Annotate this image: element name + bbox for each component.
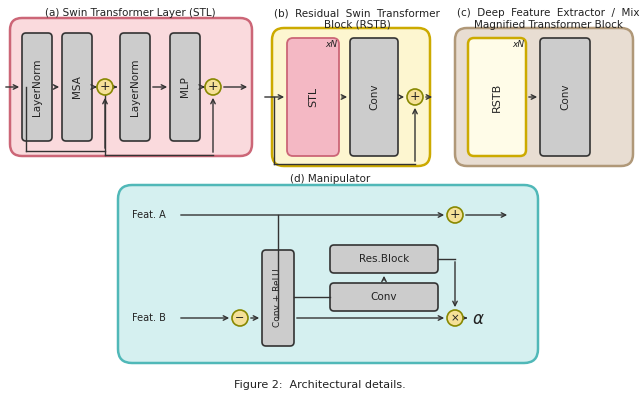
Text: Feat. A: Feat. A [132,210,166,220]
Text: Figure 2:  Architectural details.: Figure 2: Architectural details. [234,380,406,390]
FancyBboxPatch shape [22,33,52,141]
Text: Res.Block: Res.Block [359,254,409,264]
FancyBboxPatch shape [118,185,538,363]
FancyBboxPatch shape [262,250,294,346]
Text: Conv + ReLU: Conv + ReLU [273,269,282,327]
FancyBboxPatch shape [120,33,150,141]
Circle shape [205,79,221,95]
Text: ×: × [451,313,460,323]
Text: xN: xN [512,40,524,49]
FancyBboxPatch shape [350,38,398,156]
FancyBboxPatch shape [330,283,438,311]
FancyBboxPatch shape [272,28,430,166]
Text: (d) Manipulator: (d) Manipulator [290,174,370,184]
Text: Conv: Conv [369,84,379,110]
Text: Conv: Conv [371,292,397,302]
Text: xN: xN [325,40,337,49]
Text: (b)  Residual  Swin  Transformer
Block (RSTB): (b) Residual Swin Transformer Block (RST… [274,8,440,30]
Text: Feat. B: Feat. B [132,313,166,323]
Text: LayerNorm: LayerNorm [130,58,140,116]
FancyBboxPatch shape [330,245,438,273]
Text: MLP: MLP [180,77,190,97]
Text: Conv: Conv [560,84,570,110]
Text: MSA: MSA [72,75,82,99]
Circle shape [447,207,463,223]
FancyBboxPatch shape [540,38,590,156]
FancyBboxPatch shape [468,38,526,156]
Text: −: − [236,313,244,323]
FancyBboxPatch shape [62,33,92,141]
Text: +: + [450,209,460,221]
Text: (c)  Deep  Feature  Extractor  /  Mix
Magnified Transformer Block: (c) Deep Feature Extractor / Mix Magnifi… [457,8,639,30]
Text: (a) Swin Transformer Layer (STL): (a) Swin Transformer Layer (STL) [45,8,215,18]
Text: $\alpha$: $\alpha$ [472,310,484,328]
Circle shape [97,79,113,95]
Circle shape [407,89,423,105]
Circle shape [447,310,463,326]
Text: STL: STL [308,87,318,107]
Text: RSTB: RSTB [492,82,502,112]
Circle shape [232,310,248,326]
FancyBboxPatch shape [455,28,633,166]
Text: LayerNorm: LayerNorm [32,58,42,116]
FancyBboxPatch shape [10,18,252,156]
Text: +: + [208,81,218,93]
Text: +: + [100,81,110,93]
FancyBboxPatch shape [287,38,339,156]
FancyBboxPatch shape [170,33,200,141]
Text: +: + [410,91,420,103]
